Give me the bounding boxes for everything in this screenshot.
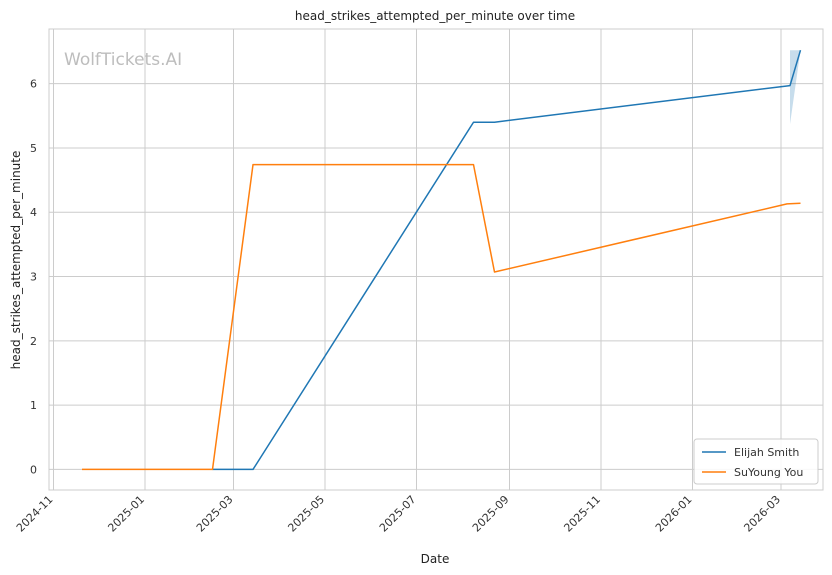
y-tick-label: 4 [30,206,37,219]
x-tick-label: 2026-01 [653,493,695,535]
x-tick-label: 2026-03 [741,493,783,535]
x-axis-title: Date [421,552,450,566]
chart-title: head_strikes_attempted_per_minute over t… [295,9,575,23]
confidence-band-elijah-smith [790,50,801,125]
y-axis-ticks: 0 1 2 3 4 5 6 [30,78,37,477]
series-lines [82,50,802,471]
x-tick-label: 2025-01 [105,493,147,535]
legend-label-suyoung-you: SuYoung You [734,466,803,479]
x-axis-ticks: 2024-11 2025-01 2025-03 2025-05 2025-07 2025-… [14,493,783,535]
y-tick-label: 1 [30,399,37,412]
x-tick-label: 2024-11 [14,493,56,535]
x-tick-label: 2025-09 [470,493,512,535]
y-axis-title: head_strikes_attempted_per_minute [9,151,23,370]
x-tick-label: 2025-07 [377,493,419,535]
y-tick-label: 6 [30,78,37,91]
series-line-suyoung-you [82,163,801,471]
series-line-elijah-smith [212,50,802,471]
y-tick-label: 2 [30,335,37,348]
confidence-bands [790,50,801,125]
legend: Elijah Smith SuYoung You [693,438,819,485]
y-tick-label: 5 [30,142,37,155]
y-tick-label: 0 [30,463,37,476]
x-tick-label: 2025-03 [194,493,236,535]
x-tick-label: 2025-05 [285,493,327,535]
x-tick-label: 2025-11 [561,493,603,535]
plot-area [48,28,824,491]
watermark: WolfTickets.AI [64,50,182,70]
grid [49,29,823,490]
y-tick-label: 3 [30,271,37,284]
legend-label-elijah-smith: Elijah Smith [734,446,799,459]
